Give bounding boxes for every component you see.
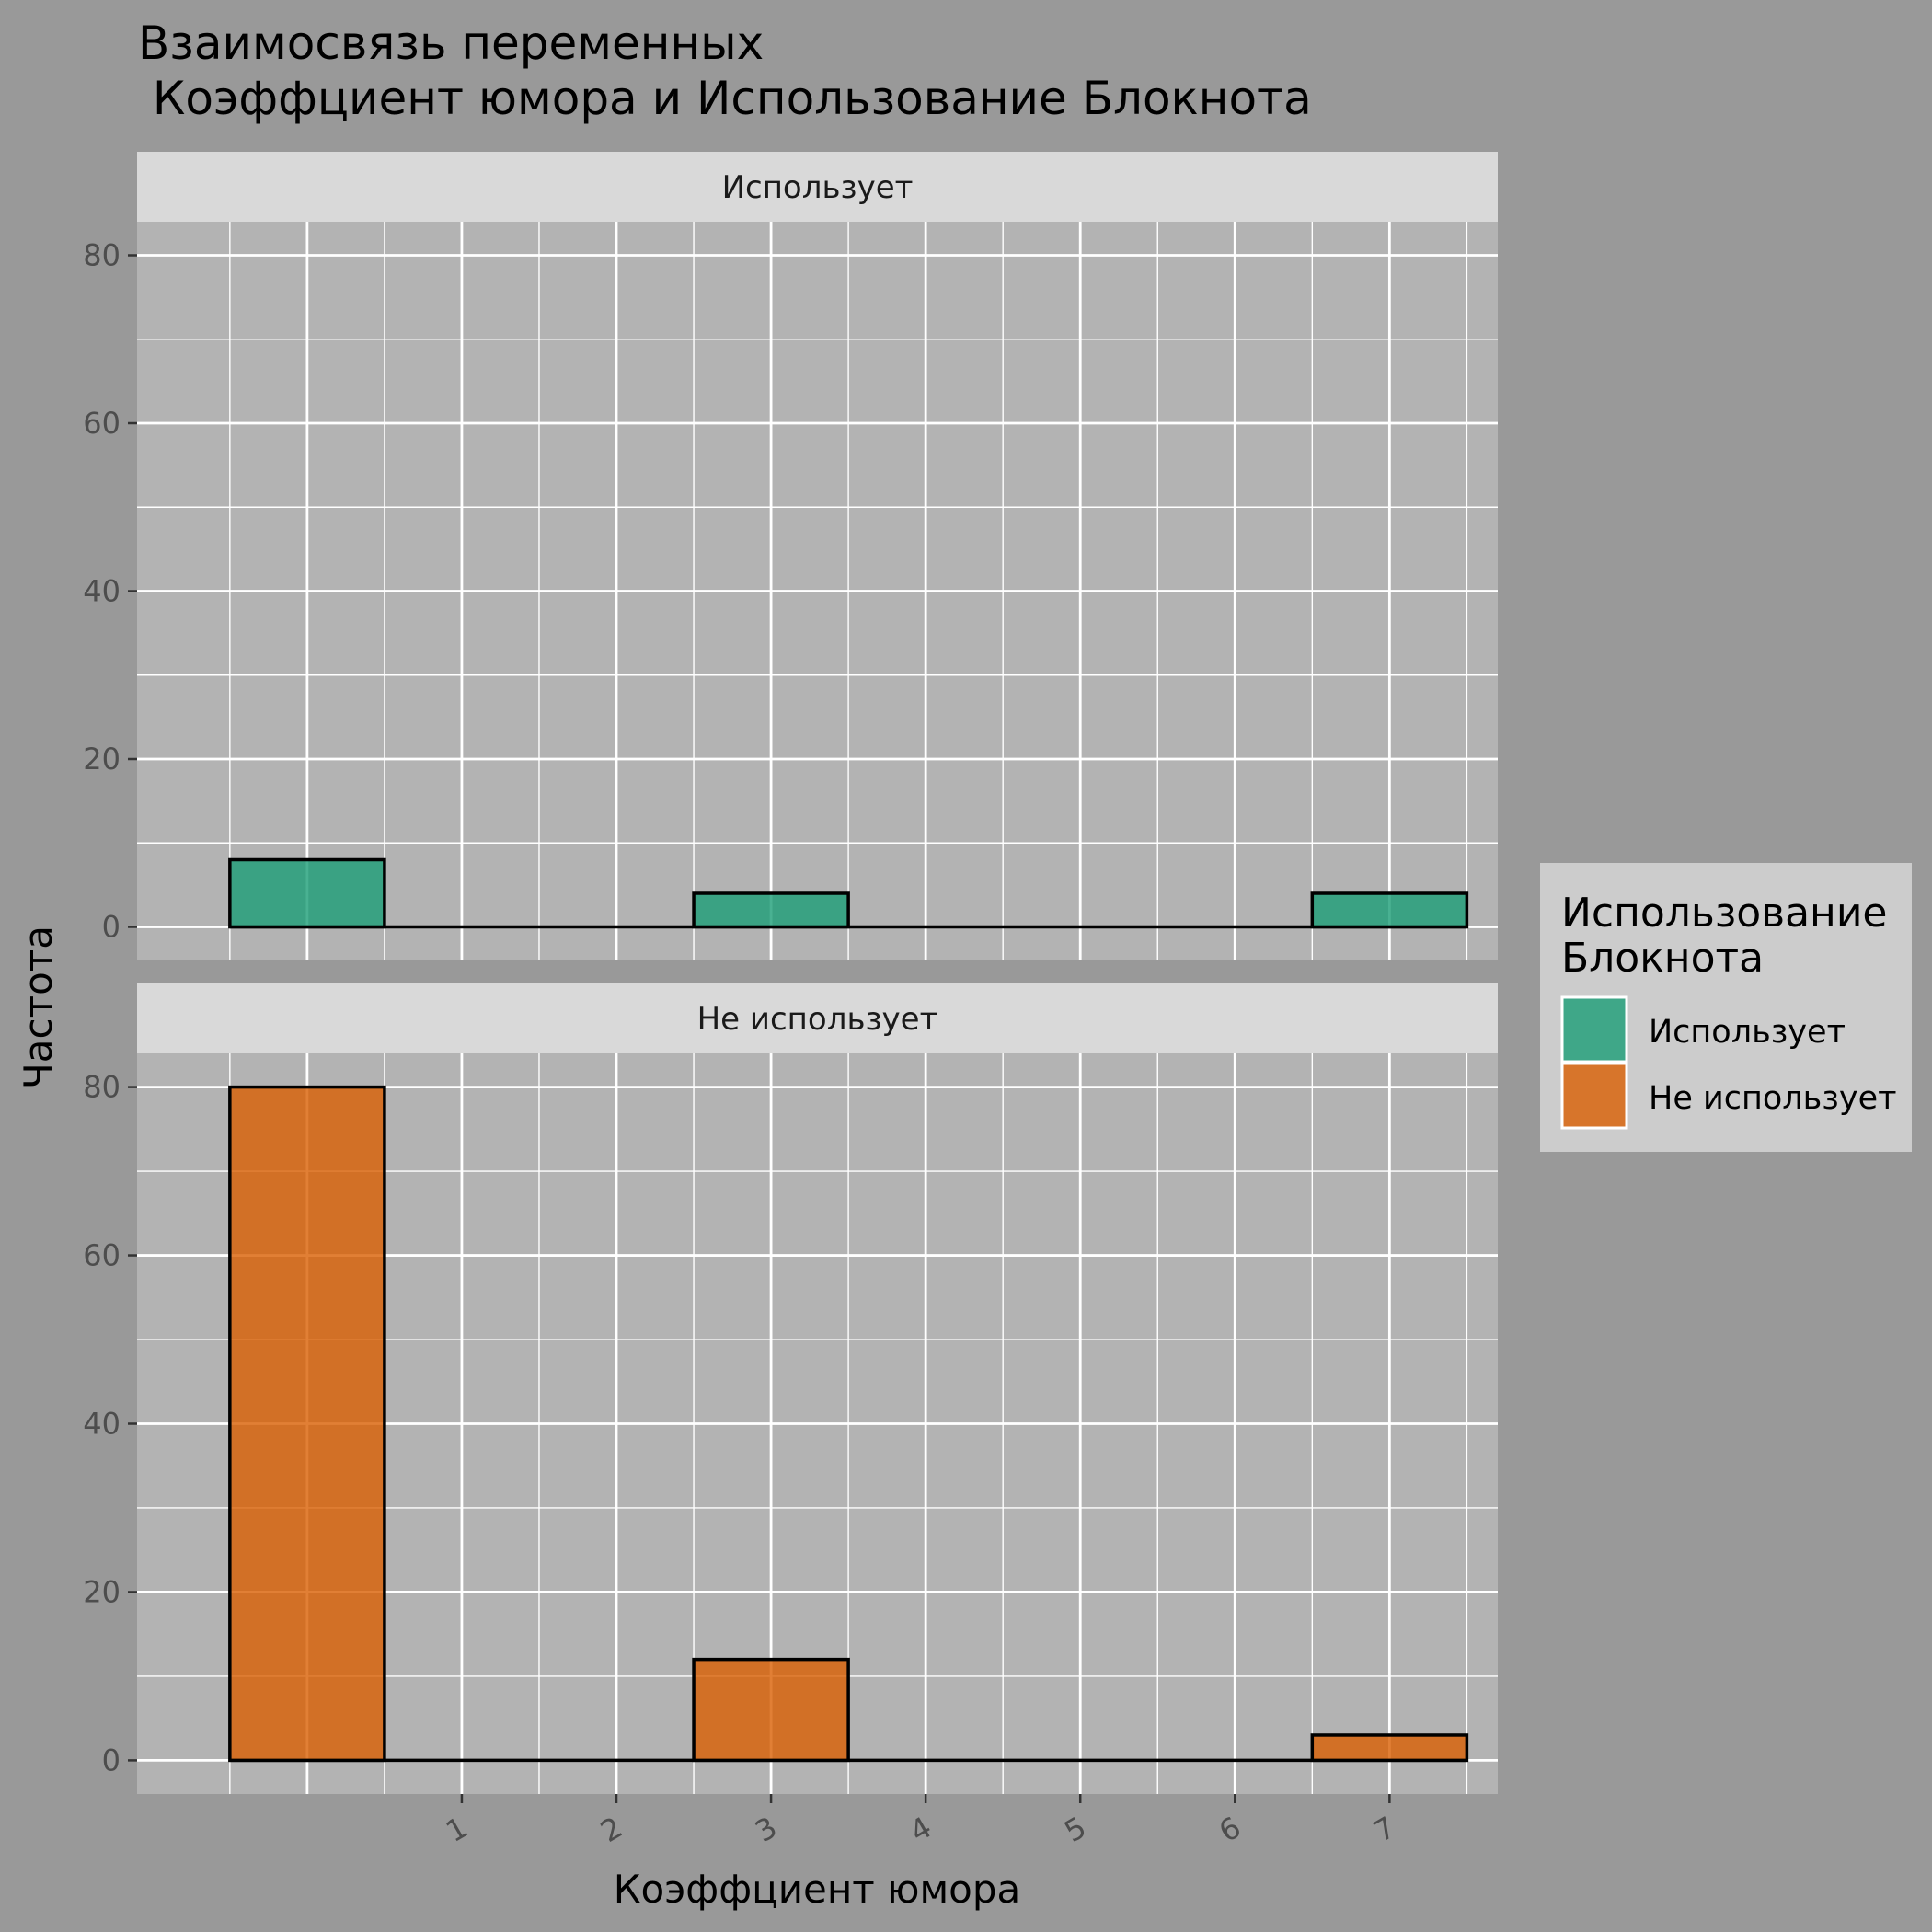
legend-label-not-uses: Не использует: [1649, 1080, 1897, 1117]
histogram-bar: [692, 891, 850, 929]
y-tick-label: 60: [83, 406, 121, 441]
chart-title-line-1: Взаимосвязь переменных: [138, 17, 764, 70]
y-tick-label: 80: [83, 1070, 121, 1105]
histogram-bar: [1310, 891, 1469, 929]
facet-panel: Не использует 0 20 40 60 80: [83, 983, 1498, 1794]
legend: Использование Блокнота Использует Не исп…: [1540, 863, 1912, 1152]
facet-strip: [137, 152, 1498, 222]
y-tick-label: 0: [102, 1742, 121, 1777]
y-tick-label: 20: [83, 742, 121, 776]
histogram-bar: [692, 1657, 850, 1763]
facet-strip-label: Не использует: [697, 1001, 938, 1038]
y-tick-label: 20: [83, 1574, 121, 1609]
legend-key-uses: [1560, 995, 1628, 1064]
x-axis-title: Коэффциент юмора: [614, 1867, 1021, 1912]
legend-title-line-1: Использование: [1561, 890, 1888, 937]
facet-panel: Использует 0 20 40 60 80: [83, 152, 1498, 960]
chart-title-line-2: Коэффциент юмора и Использование Блокнот…: [138, 72, 1312, 125]
y-tick-label: 80: [83, 238, 121, 273]
histogram-bar: [228, 1085, 386, 1763]
y-tick-label: 0: [102, 910, 121, 945]
legend-label-uses: Использует: [1649, 1014, 1846, 1051]
facet-panels: Использует 0 20 40 60 80 Не использует 0 20 40 60 8…: [83, 152, 1498, 1794]
facet-strip: [137, 983, 1498, 1053]
y-tick-label: 60: [83, 1238, 121, 1273]
y-axis-title: Частота: [16, 926, 61, 1089]
legend-title-line-2: Блокнота: [1561, 935, 1764, 982]
y-tick-label: 40: [83, 574, 121, 609]
y-tick-label: 40: [83, 1407, 121, 1442]
facet-strip-label: Использует: [722, 169, 914, 206]
legend-key-not-uses: [1560, 1062, 1628, 1130]
histogram-bar: [1310, 1733, 1469, 1763]
histogram-bar: [228, 857, 386, 929]
